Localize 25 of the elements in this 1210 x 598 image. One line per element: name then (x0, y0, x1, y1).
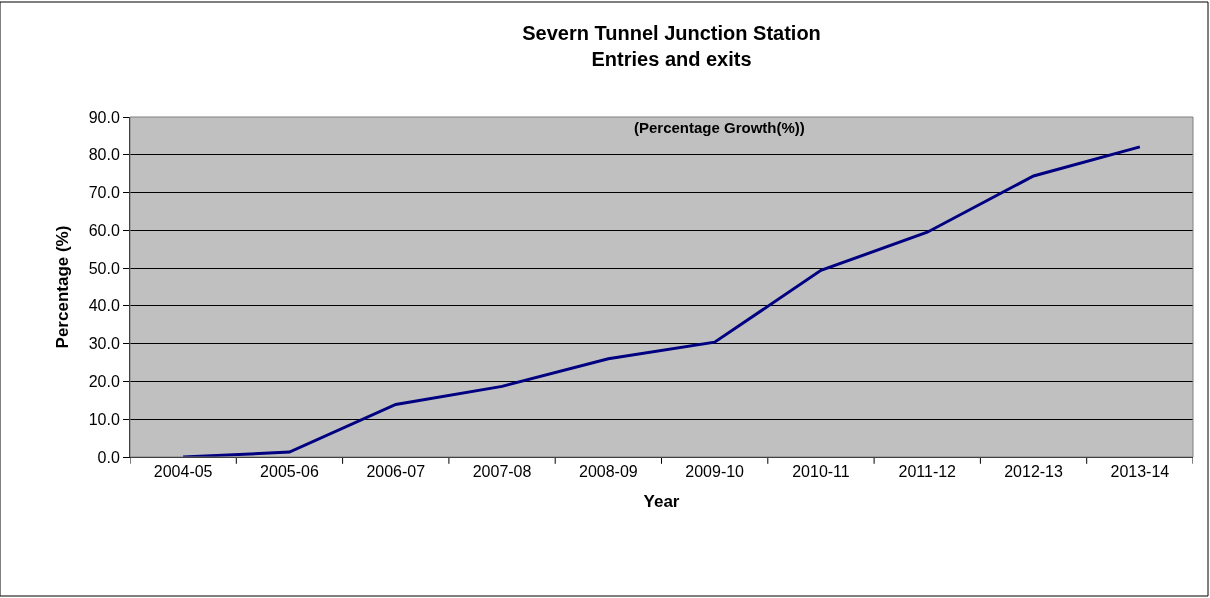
x-tick-label: 2004-05 (153, 463, 213, 481)
x-axis-title: Year (643, 491, 680, 511)
line-series (181, 145, 1142, 457)
chart-title: Severn Tunnel Junction Station Entries and exits (522, 22, 821, 70)
x-tick-label: 2007-08 (472, 463, 532, 481)
chart-subtitle: (Percentage Growth(%)) (634, 119, 805, 136)
x-tick-label: 2009-10 (685, 463, 745, 481)
x-tick-label: 2012-13 (1004, 463, 1064, 481)
y-tick-label: 90.0 (88, 108, 120, 126)
y-tick-label: 50.0 (88, 259, 120, 277)
y-tick-label: 30.0 (88, 335, 120, 353)
x-tick-label: 2006-07 (366, 463, 426, 481)
x-tick-label: 2005-06 (260, 463, 319, 481)
y-tick-label: 10.0 (88, 410, 120, 428)
y-axis-title: Percentage (%) (53, 225, 73, 349)
y-tick-label: 80.0 (88, 146, 120, 164)
y-tick-label: 20.0 (88, 373, 120, 391)
x-tick-label: 2010-11 (792, 463, 850, 481)
y-tick-label: 70.0 (88, 184, 120, 202)
y-tick-label: 60.0 (88, 221, 120, 239)
y-tick-label: 0.0 (97, 448, 120, 466)
x-tick-label: 2008-09 (578, 463, 638, 481)
y-tick-label: 40.0 (88, 297, 120, 315)
x-tick-label: 2011-12 (898, 463, 957, 481)
x-tick-label: 2013-14 (1110, 463, 1170, 481)
